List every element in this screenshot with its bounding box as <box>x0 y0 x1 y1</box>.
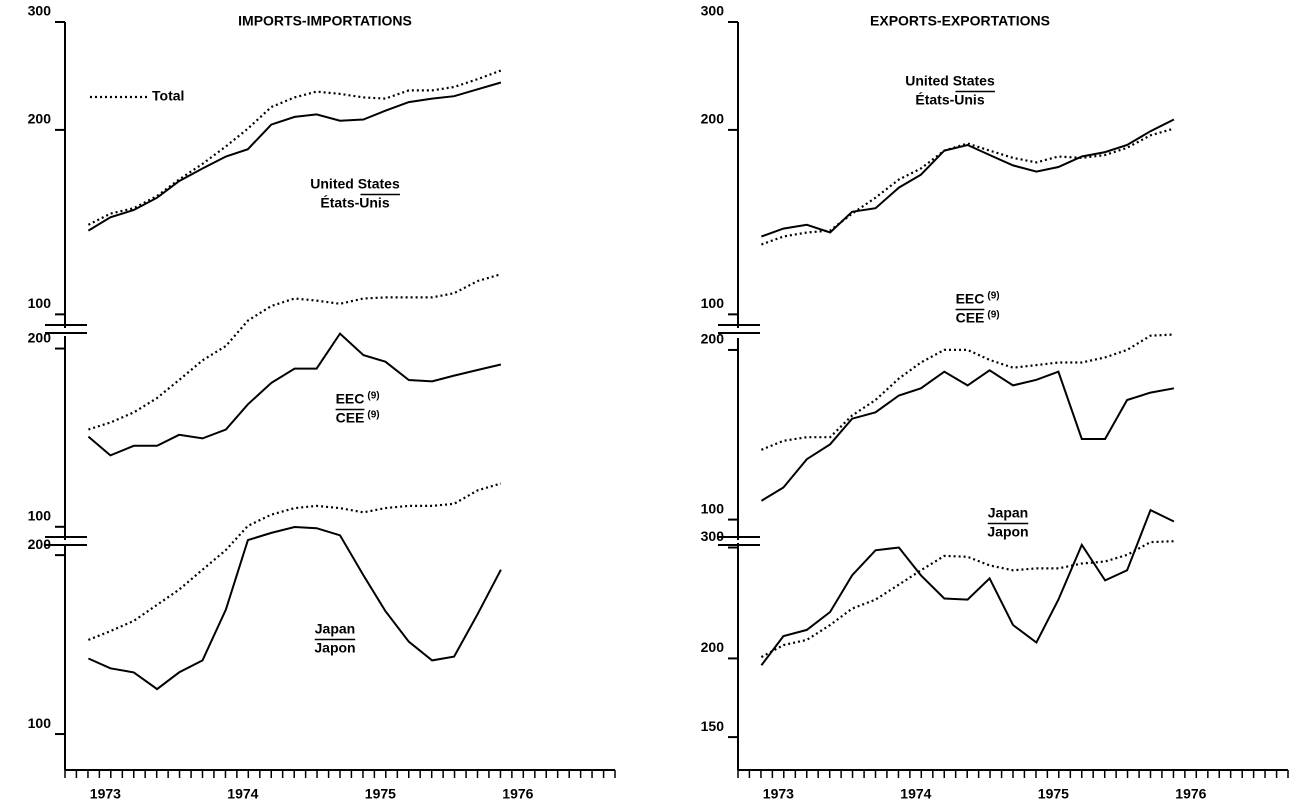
x-tick-label: 1976 <box>1175 786 1206 802</box>
series-line <box>88 273 502 431</box>
y-tick-label: 100 <box>28 508 52 524</box>
x-tick-label: 1975 <box>365 786 396 802</box>
chart-title: IMPORTS-IMPORTATIONS <box>238 13 412 29</box>
series-line <box>87 69 502 226</box>
series-line <box>760 508 1175 666</box>
y-tick-label: 300 <box>28 3 52 19</box>
series-line <box>760 540 1174 659</box>
panel-label: United States <box>905 73 995 89</box>
x-tick-label: 1975 <box>1038 786 1069 802</box>
series-line <box>87 525 502 691</box>
legend-label: Total <box>152 88 184 104</box>
x-tick-label: 1974 <box>227 786 258 802</box>
y-tick-label: 100 <box>701 500 725 516</box>
panel-label-note: (9) <box>987 310 999 321</box>
y-tick-label: 150 <box>701 718 725 734</box>
y-tick-label: 200 <box>701 111 725 127</box>
panel-label: Japon <box>314 640 355 656</box>
series-line <box>87 482 502 641</box>
x-tick-label: 1974 <box>900 786 931 802</box>
panel-label: Japan <box>988 505 1028 521</box>
y-tick-label: 100 <box>28 715 52 731</box>
y-tick-label: 200 <box>28 111 52 127</box>
panel-label: États-Unis <box>915 92 984 108</box>
panel-label-note: (9) <box>987 291 999 302</box>
series-line <box>760 333 1174 451</box>
panel-label: EEC <box>336 391 365 407</box>
chart-title: EXPORTS-EXPORTATIONS <box>870 13 1050 29</box>
panel-label: Japon <box>987 524 1028 540</box>
y-tick-label: 100 <box>701 295 725 311</box>
panel-label-note: (9) <box>367 391 379 402</box>
panel-label: United States <box>310 176 400 192</box>
panel-label-note: (9) <box>367 410 379 421</box>
x-tick-label: 1976 <box>502 786 533 802</box>
y-tick-label: 200 <box>28 329 52 345</box>
y-tick-label: 100 <box>28 295 52 311</box>
panel-label: Japan <box>315 621 355 637</box>
y-tick-label: 200 <box>701 639 725 655</box>
y-tick-label: 200 <box>701 331 725 347</box>
series-line <box>760 369 1175 502</box>
y-tick-label: 300 <box>701 528 725 544</box>
x-tick-label: 1973 <box>90 786 121 802</box>
series-line <box>761 118 1175 238</box>
series-line <box>87 332 502 457</box>
panel-label: États-Unis <box>320 195 389 211</box>
x-tick-label: 1973 <box>763 786 794 802</box>
panel-label: CEE <box>956 310 985 326</box>
series-line <box>87 81 502 232</box>
panel-label: EEC <box>956 291 985 307</box>
y-tick-label: 200 <box>28 536 52 552</box>
y-tick-label: 300 <box>701 3 725 19</box>
series-line <box>761 127 1175 246</box>
panel-label: CEE <box>336 410 365 426</box>
